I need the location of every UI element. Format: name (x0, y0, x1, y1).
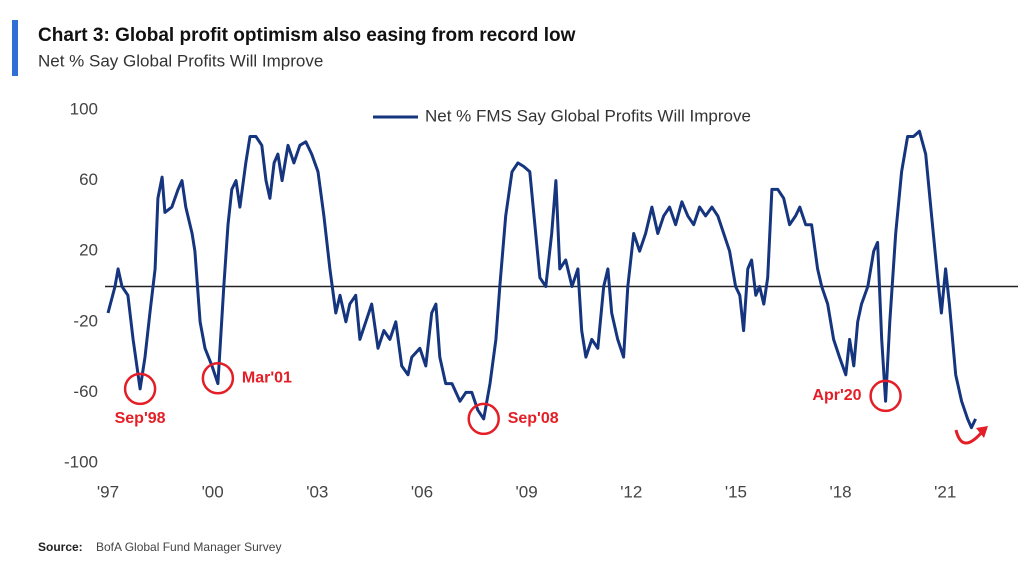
end-arrow (954, 426, 988, 445)
annotation-circle (467, 402, 500, 436)
annotation-label: Apr'20 (812, 387, 861, 404)
annotation-circle (123, 372, 157, 406)
legend-label: Net % FMS Say Global Profits Will Improv… (425, 106, 751, 125)
chart-title: Chart 3: Global profit optimism also eas… (38, 25, 576, 46)
x-tick-label: '00 (202, 482, 224, 501)
y-tick-label: -20 (73, 311, 98, 330)
y-tick-label: -60 (73, 382, 98, 401)
title-bar (12, 20, 18, 76)
annotation-label: Sep'08 (508, 410, 559, 427)
x-tick-label: '18 (829, 482, 851, 501)
source-label: Source: (38, 540, 83, 554)
y-tick-label: 60 (79, 170, 98, 189)
annotation-circle (869, 379, 902, 413)
x-tick-label: '03 (306, 482, 328, 501)
source: BofA Global Fund Manager Survey (96, 540, 281, 554)
x-tick-label: '15 (725, 482, 747, 501)
y-tick-label: 20 (79, 241, 98, 260)
x-tick-label: '97 (97, 482, 119, 501)
annotation-label: Mar'01 (242, 369, 292, 386)
line-series (106, 129, 977, 430)
chart-subtitle: Net % Say Global Profits Will Improve (38, 51, 323, 70)
y-tick-label: 100 (70, 99, 98, 118)
x-tick-label: '21 (934, 482, 956, 501)
x-tick-label: '06 (411, 482, 433, 501)
x-tick-label: '12 (620, 482, 642, 501)
x-tick-label: '09 (516, 482, 538, 501)
annotation-circle (201, 362, 235, 395)
y-tick-label: -100 (64, 452, 98, 471)
annotation-label: Sep'98 (115, 410, 166, 427)
